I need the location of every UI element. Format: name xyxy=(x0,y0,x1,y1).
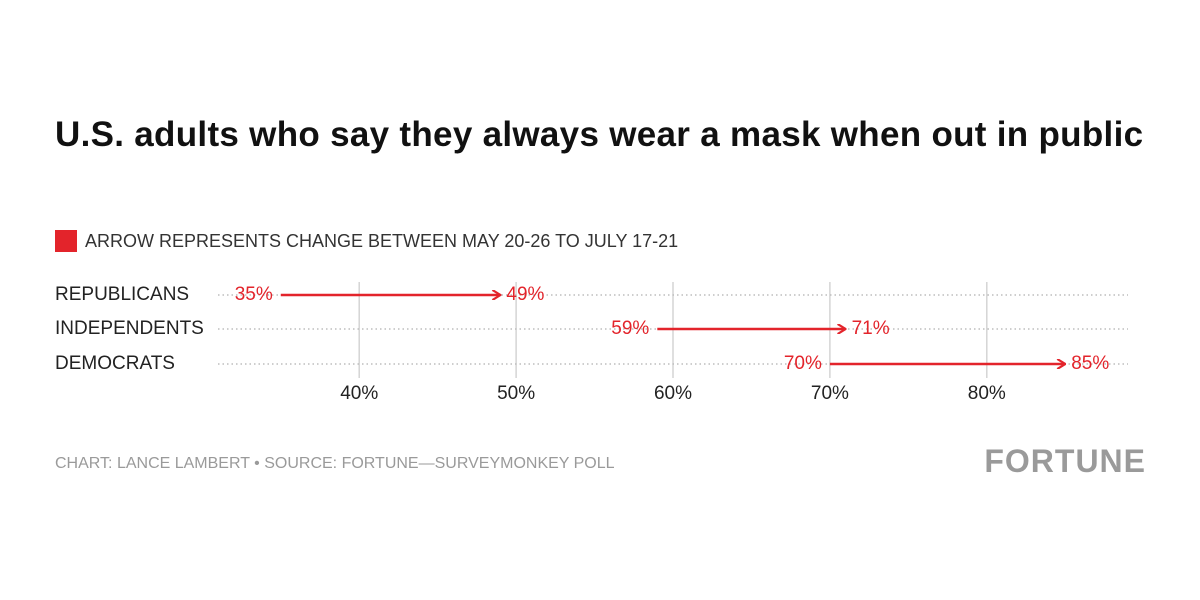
legend-swatch xyxy=(55,230,77,252)
source-note: CHART: LANCE LAMBERT • SOURCE: FORTUNE—S… xyxy=(55,455,615,472)
end-label: 49% xyxy=(506,284,544,305)
chart-title: U.S. adults who say they always wear a m… xyxy=(55,115,1144,154)
end-label: 85% xyxy=(1071,353,1109,374)
end-label: 71% xyxy=(852,318,890,339)
x-tick-label: 50% xyxy=(497,383,535,404)
start-label: 59% xyxy=(611,318,649,339)
x-tick-label: 70% xyxy=(811,383,849,404)
category-label: INDEPENDENTS xyxy=(55,318,204,339)
x-tick-label: 60% xyxy=(654,383,692,404)
category-label: DEMOCRATS xyxy=(55,353,175,374)
start-label: 35% xyxy=(235,284,273,305)
legend-text: ARROW REPRESENTS CHANGE BETWEEN MAY 20-2… xyxy=(85,230,679,251)
x-tick-label: 40% xyxy=(340,383,378,404)
legend: ARROW REPRESENTS CHANGE BETWEEN MAY 20-2… xyxy=(55,230,678,252)
category-label: REPUBLICANS xyxy=(55,284,189,305)
start-label: 70% xyxy=(784,353,822,374)
brand-logo: FORTUNE xyxy=(984,443,1146,479)
x-tick-label: 80% xyxy=(968,383,1006,404)
